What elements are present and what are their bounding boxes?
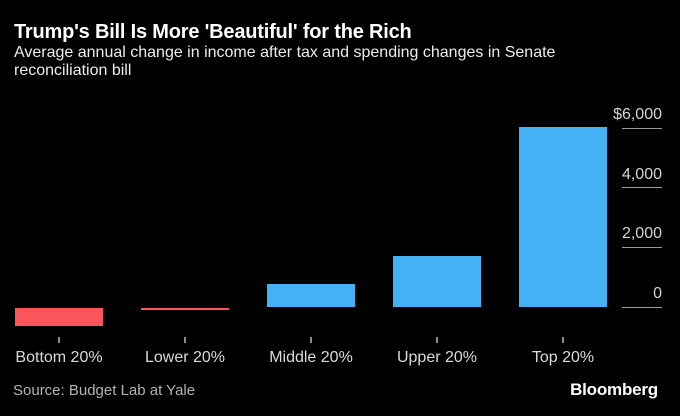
bar-upper-20: [393, 256, 481, 307]
x-axis-label-top-20: Top 20%: [531, 349, 595, 366]
chart-subtitle: Average annual change in income after ta…: [14, 44, 556, 79]
x-axis-label-lower-20: Lower 20%: [144, 349, 226, 366]
y-axis-tick-line-6000: [622, 127, 662, 129]
x-axis-label-middle-20: Middle 20%: [269, 349, 353, 366]
bloomberg-logo: Bloomberg: [570, 380, 658, 399]
y-axis-label-6000: $6,000: [613, 106, 662, 123]
y-axis-label-0: 0: [653, 285, 662, 302]
bar-lower-20: [141, 308, 229, 310]
y-axis-label-2000: 2,000: [621, 225, 662, 243]
bar-middle-20: [267, 284, 355, 307]
y-axis-tick-line-4000: [622, 187, 662, 189]
x-axis-tick-upper-20: [436, 337, 438, 343]
bar-bottom-20: [15, 308, 103, 326]
y-axis-tick-line-0: [622, 306, 662, 308]
chart-title: Trump's Bill Is More 'Beautiful' for the…: [14, 21, 412, 43]
x-axis-tick-bottom-20: [58, 337, 60, 343]
x-axis-label-bottom-20: Bottom 20%: [15, 349, 103, 366]
source-note: Source: Budget Lab at Yale: [13, 382, 196, 399]
y-axis-label-4000: 4,000: [621, 165, 662, 183]
x-axis-tick-lower-20: [184, 337, 186, 343]
x-axis-label-upper-20: Upper 20%: [396, 349, 478, 366]
y-axis-tick-line-2000: [622, 246, 662, 248]
x-axis-tick-top-20: [562, 337, 564, 343]
bar-top-20: [519, 127, 607, 307]
x-axis-tick-middle-20: [310, 337, 312, 343]
